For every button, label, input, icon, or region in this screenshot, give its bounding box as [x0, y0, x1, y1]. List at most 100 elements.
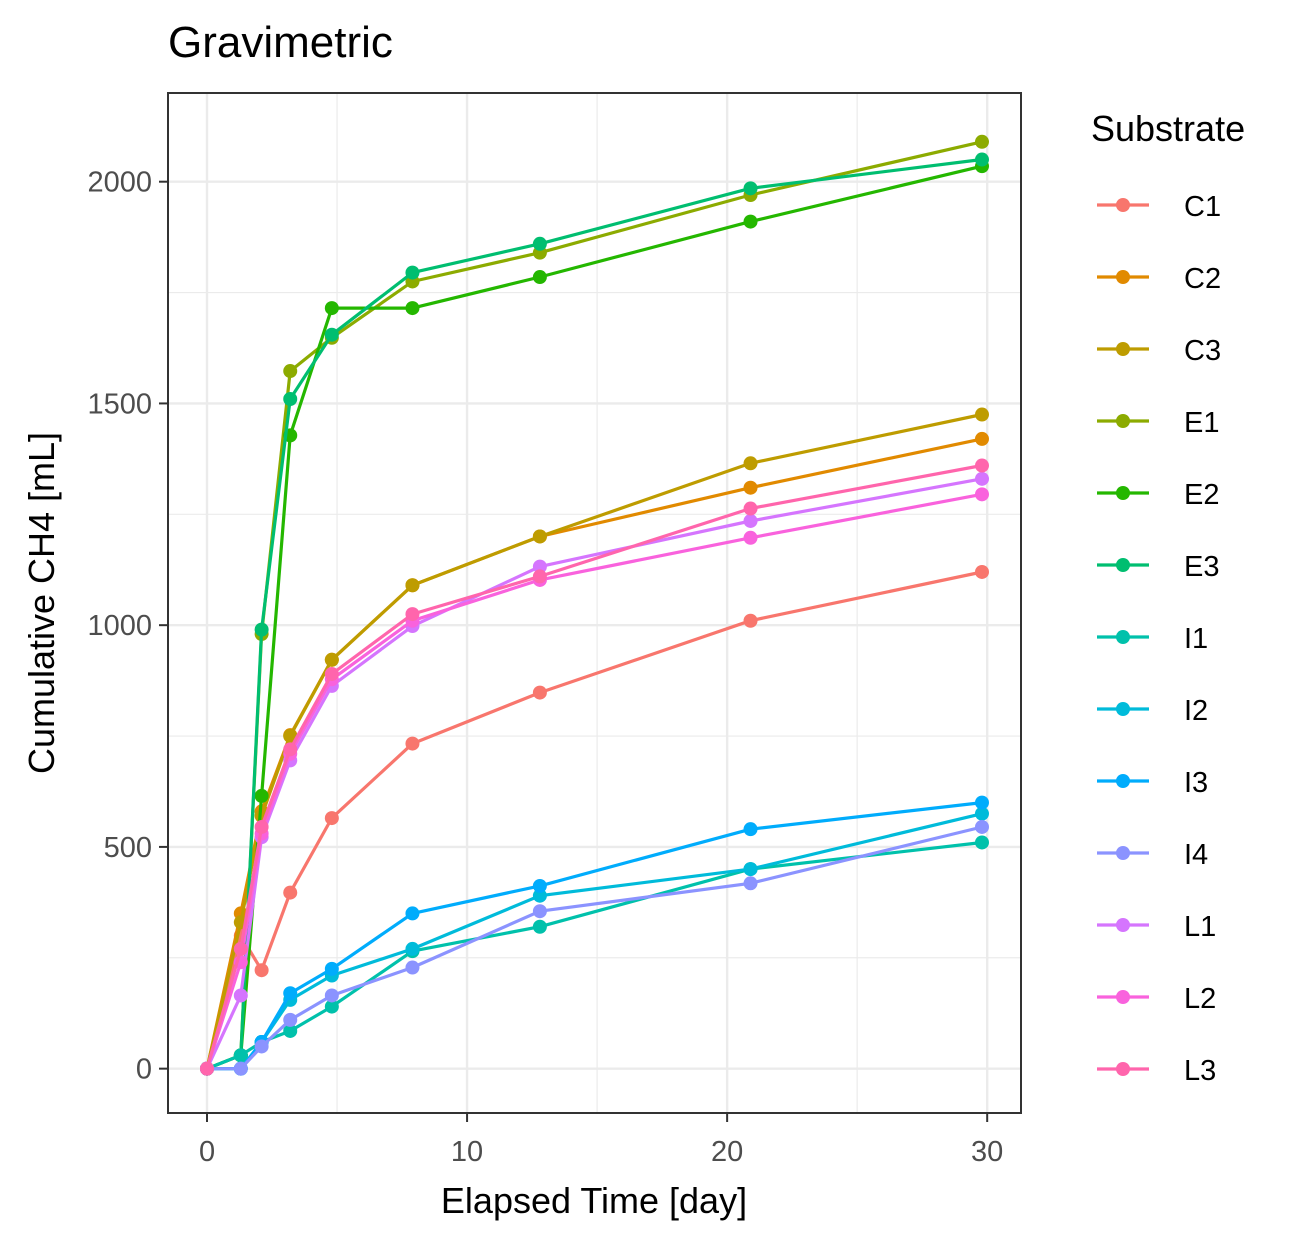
data-point-c2	[974, 431, 989, 446]
data-point-l2	[974, 487, 989, 502]
data-point-c3	[974, 407, 989, 422]
data-point-e3	[324, 327, 339, 342]
legend-item-l3: L3	[1097, 1055, 1216, 1087]
x-axis: 0 10 20 30	[199, 1113, 1003, 1168]
data-point-l3	[233, 941, 248, 956]
legend-key-point	[1116, 630, 1130, 644]
legend-item-c3: C3	[1097, 335, 1221, 367]
data-point-c1	[405, 736, 420, 751]
legend-label: E3	[1184, 551, 1219, 583]
legend-item-i4: I4	[1097, 839, 1208, 871]
data-point-i3	[743, 822, 758, 837]
y-tick-label: 1000	[87, 610, 152, 642]
y-tick-label: 500	[104, 832, 152, 864]
data-point-l3	[405, 607, 420, 622]
data-point-l3	[974, 458, 989, 473]
data-point-c1	[324, 811, 339, 826]
legend-key-point	[1116, 918, 1130, 932]
data-point-e2	[743, 214, 758, 229]
legend-label: I1	[1184, 623, 1208, 655]
legend-key-point	[1116, 342, 1130, 356]
data-point-e3	[974, 152, 989, 167]
data-point-e2	[324, 301, 339, 316]
legend-item-l2: L2	[1097, 983, 1216, 1015]
series-layer	[200, 134, 989, 1076]
data-point-i4	[324, 988, 339, 1003]
y-tick-label: 2000	[87, 167, 152, 199]
data-point-c1	[283, 885, 298, 900]
legend-title: Substrate	[1091, 108, 1245, 149]
series-l3	[200, 458, 989, 1076]
legend: Substrate C1 C2 C3 E1 E2 E3 I1 I2 I3 I4 L1 L2 L3	[1091, 108, 1245, 1087]
data-point-l1	[743, 513, 758, 528]
x-tick-label: 30	[971, 1136, 1003, 1168]
legend-key-point	[1116, 702, 1130, 716]
legend-item-e1: E1	[1097, 407, 1219, 439]
data-point-c3	[324, 652, 339, 667]
legend-label: E2	[1184, 479, 1219, 511]
data-point-l3	[743, 501, 758, 516]
data-point-i2	[974, 806, 989, 821]
legend-item-c2: C2	[1097, 263, 1221, 295]
data-point-c3	[532, 529, 547, 544]
legend-label: I4	[1184, 839, 1208, 871]
legend-item-i2: I2	[1097, 695, 1208, 727]
y-axis: 0 500 1000 1500 2000	[87, 167, 168, 1086]
data-point-i1	[283, 1023, 298, 1038]
y-axis-label: Cumulative CH4 [mL]	[21, 432, 62, 774]
data-point-i1	[233, 1048, 248, 1063]
legend-label: E1	[1184, 407, 1219, 439]
legend-item-i3: I3	[1097, 767, 1208, 799]
legend-key-point	[1116, 198, 1130, 212]
legend-item-l1: L1	[1097, 911, 1216, 943]
data-point-i3	[405, 906, 420, 921]
data-point-i4	[974, 819, 989, 834]
legend-label: C1	[1184, 191, 1221, 223]
legend-label: L3	[1184, 1055, 1216, 1087]
x-axis-label: Elapsed Time [day]	[441, 1180, 747, 1221]
data-point-c3	[405, 578, 420, 593]
data-point-e2	[405, 301, 420, 316]
data-point-i2	[743, 862, 758, 877]
legend-items: C1 C2 C3 E1 E2 E3 I1 I2 I3 I4 L1 L2 L3	[1097, 191, 1221, 1087]
data-point-l3	[324, 666, 339, 681]
data-point-c1	[254, 963, 269, 978]
data-point-e3	[532, 236, 547, 251]
legend-label: I3	[1184, 767, 1208, 799]
data-point-i1	[532, 919, 547, 934]
data-point-c1	[743, 613, 758, 628]
plot-panel-border	[167, 92, 1022, 1114]
legend-label: L1	[1184, 911, 1216, 943]
data-point-l2	[743, 530, 758, 545]
y-tick-label: 0	[136, 1054, 152, 1086]
data-point-l3	[283, 742, 298, 757]
x-tick-label: 0	[199, 1136, 215, 1168]
data-point-i4	[743, 876, 758, 891]
x-tick-label: 20	[711, 1136, 743, 1168]
legend-item-e3: E3	[1097, 551, 1219, 583]
data-point-e1	[283, 364, 298, 379]
data-point-e3	[743, 181, 758, 196]
legend-label: C3	[1184, 335, 1221, 367]
legend-item-i1: I1	[1097, 623, 1208, 655]
legend-key-point	[1116, 558, 1130, 572]
legend-key-point	[1116, 414, 1130, 428]
legend-key-point	[1116, 774, 1130, 788]
data-point-i1	[324, 999, 339, 1014]
data-point-i3	[283, 986, 298, 1001]
data-point-l1	[974, 471, 989, 486]
legend-label: C2	[1184, 263, 1221, 295]
data-point-l3	[200, 1061, 215, 1076]
data-point-e3	[283, 392, 298, 406]
data-point-l3	[254, 819, 269, 834]
data-point-i4	[405, 960, 420, 975]
data-point-c3	[743, 456, 758, 471]
data-point-e2	[254, 788, 269, 803]
data-point-i2	[405, 941, 420, 956]
data-point-i4	[532, 904, 547, 919]
legend-label: I2	[1184, 695, 1208, 727]
data-point-i3	[974, 795, 989, 810]
